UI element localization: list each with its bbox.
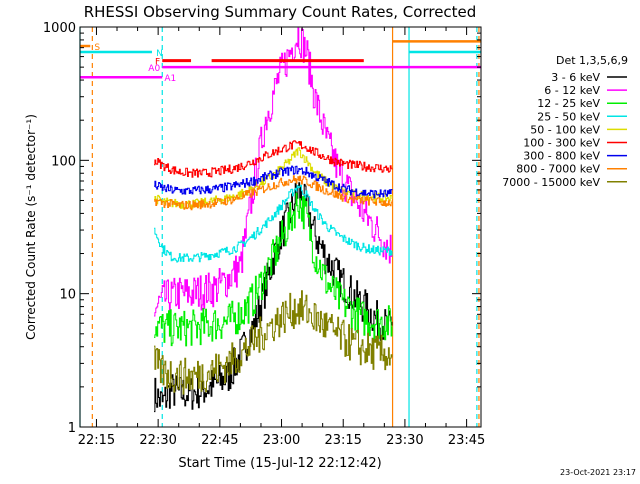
series-line [154,165,393,199]
legend-entry: 300 - 800 keV [523,150,600,163]
series-line [154,175,393,211]
y-tick-label: 1000 [43,21,76,36]
series-line [154,147,393,209]
legend-entry: 7000 - 15000 keV [502,176,600,189]
timestamp: 23-Oct-2021 23:17 [560,468,636,477]
x-tick-label: 23:45 [448,433,485,448]
series-line [154,140,393,178]
x-tick-label: 23:00 [263,433,300,448]
series-line [154,290,393,395]
legend-entry: 100 - 300 keV [523,137,600,150]
plot-frame [79,26,482,428]
state-bar-label: A0 [148,64,160,74]
x-tick-label: 23:30 [386,433,423,448]
chart-title: RHESSI Observing Summary Count Rates, Co… [84,3,477,21]
y-tick-label: 10 [59,288,76,303]
y-tick-label: 1 [68,421,76,436]
legend-entry: 6 - 12 keV [544,84,600,97]
state-bar-label: F [155,58,160,68]
state-bar-label: A1 [164,74,176,84]
x-tick-label: 22:45 [201,433,238,448]
x-tick-label: 22:15 [78,433,115,448]
legend-entry: 800 - 7000 keV [516,163,600,176]
y-tick-label: 100 [51,154,76,169]
series-line [154,184,393,263]
legend-entry: 50 - 100 keV [530,123,600,136]
legend-entry: 25 - 50 keV [537,110,600,123]
x-tick-label: 22:30 [139,433,176,448]
series-line [154,182,393,413]
legend-title: Det 1,3,5,6,9 [556,54,628,67]
legend-entry: 3 - 6 keV [551,71,600,84]
series-line [154,192,393,347]
legend-entry: 12 - 25 keV [537,97,600,110]
x-axis-label: Start Time (15-Jul-12 22:12:42) [178,456,381,471]
state-bar-label: S [94,43,100,53]
x-tick-label: 23:15 [324,433,361,448]
state-bar-label: N [156,49,163,59]
y-axis-label: Corrected Count Rate (s⁻¹ detector⁻¹) [24,114,38,340]
